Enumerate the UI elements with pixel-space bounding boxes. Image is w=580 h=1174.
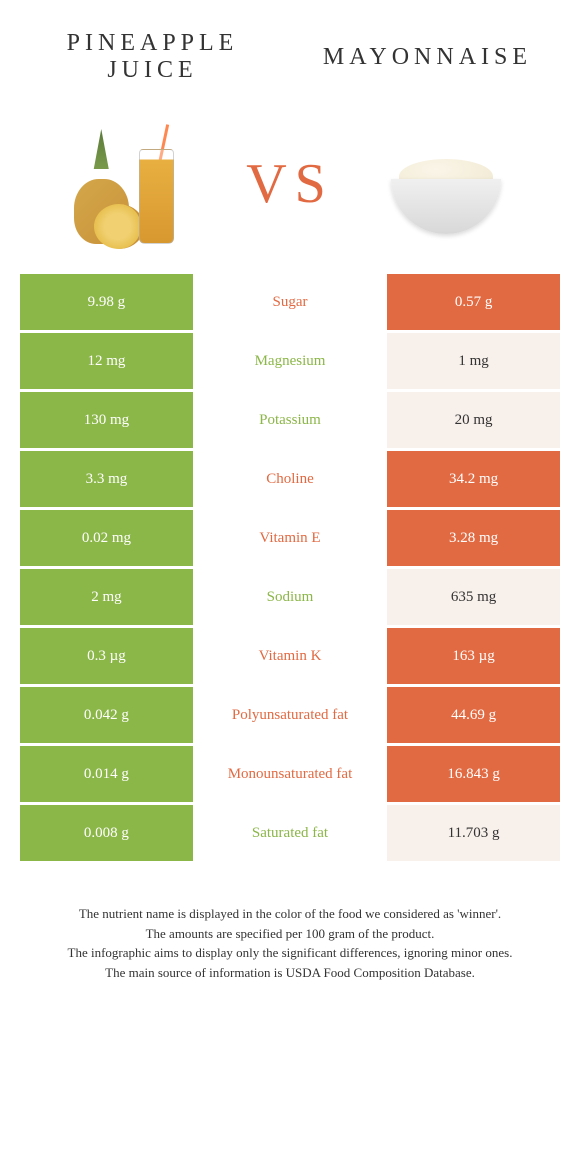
left-value-cell: 0.3 µg bbox=[20, 628, 193, 684]
food2-title: MAYONNAISE bbox=[315, 30, 540, 84]
comparison-table: 9.98 g Sugar 0.57 g 12 mg Magnesium 1 mg 130 m… bbox=[0, 274, 580, 861]
nutrient-name: Monounsaturated fat bbox=[228, 766, 353, 783]
right-value: 1 mg bbox=[458, 353, 488, 370]
left-value: 0.02 mg bbox=[82, 530, 131, 547]
left-value: 0.3 µg bbox=[87, 648, 126, 665]
food2-label: MAYONNAISE bbox=[323, 44, 532, 71]
right-value: 3.28 mg bbox=[449, 530, 498, 547]
left-value-cell: 0.042 g bbox=[20, 687, 193, 743]
right-value: 11.703 g bbox=[448, 825, 500, 842]
pineapple-icon bbox=[74, 124, 194, 244]
table-row: 0.042 g Polyunsaturated fat 44.69 g bbox=[20, 687, 560, 743]
left-value-cell: 0.02 mg bbox=[20, 510, 193, 566]
images-section: VS bbox=[0, 104, 580, 274]
right-value-cell: 1 mg bbox=[387, 333, 560, 389]
right-value: 20 mg bbox=[455, 412, 493, 429]
nutrient-name: Potassium bbox=[259, 412, 321, 429]
left-value-cell: 3.3 mg bbox=[20, 451, 193, 507]
nutrient-name: Saturated fat bbox=[252, 825, 328, 842]
left-value-cell: 2 mg bbox=[20, 569, 193, 625]
left-value-cell: 0.014 g bbox=[20, 746, 193, 802]
left-value: 130 mg bbox=[84, 412, 129, 429]
table-row: 2 mg Sodium 635 mg bbox=[20, 569, 560, 625]
right-value: 0.57 g bbox=[455, 294, 493, 311]
footer-line-1: The nutrient name is displayed in the co… bbox=[30, 904, 550, 924]
nutrient-name: Vitamin E bbox=[259, 530, 320, 547]
nutrient-name: Vitamin K bbox=[259, 648, 322, 665]
mayonnaise-image bbox=[371, 124, 521, 244]
nutrient-name: Sugar bbox=[272, 294, 307, 311]
nutrient-cell: Saturated fat bbox=[193, 805, 387, 861]
table-row: 3.3 mg Choline 34.2 mg bbox=[20, 451, 560, 507]
nutrient-cell: Potassium bbox=[193, 392, 387, 448]
nutrient-name: Magnesium bbox=[255, 353, 326, 370]
right-value-cell: 34.2 mg bbox=[387, 451, 560, 507]
left-value: 0.014 g bbox=[84, 766, 129, 783]
left-value-cell: 130 mg bbox=[20, 392, 193, 448]
footer-notes: The nutrient name is displayed in the co… bbox=[0, 864, 580, 1012]
left-value-cell: 9.98 g bbox=[20, 274, 193, 330]
table-row: 130 mg Potassium 20 mg bbox=[20, 392, 560, 448]
left-value-cell: 0.008 g bbox=[20, 805, 193, 861]
right-value: 44.69 g bbox=[451, 707, 496, 724]
nutrient-cell: Magnesium bbox=[193, 333, 387, 389]
mayo-icon bbox=[381, 134, 511, 234]
right-value-cell: 16.843 g bbox=[387, 746, 560, 802]
footer-line-2: The amounts are specified per 100 gram o… bbox=[30, 924, 550, 944]
vs-label: VS bbox=[246, 152, 334, 216]
footer-line-4: The main source of information is USDA F… bbox=[30, 963, 550, 983]
nutrient-cell: Polyunsaturated fat bbox=[193, 687, 387, 743]
food1-line2: JUICE bbox=[107, 57, 197, 83]
nutrient-name: Sodium bbox=[267, 589, 314, 606]
table-row: 12 mg Magnesium 1 mg bbox=[20, 333, 560, 389]
left-value-cell: 12 mg bbox=[20, 333, 193, 389]
nutrient-cell: Vitamin K bbox=[193, 628, 387, 684]
table-row: 0.02 mg Vitamin E 3.28 mg bbox=[20, 510, 560, 566]
right-value-cell: 3.28 mg bbox=[387, 510, 560, 566]
nutrient-cell: Vitamin E bbox=[193, 510, 387, 566]
nutrient-cell: Choline bbox=[193, 451, 387, 507]
right-value-cell: 635 mg bbox=[387, 569, 560, 625]
right-value-cell: 11.703 g bbox=[387, 805, 560, 861]
right-value-cell: 44.69 g bbox=[387, 687, 560, 743]
left-value: 0.008 g bbox=[84, 825, 129, 842]
nutrient-name: Choline bbox=[266, 471, 314, 488]
table-row: 0.014 g Monounsaturated fat 16.843 g bbox=[20, 746, 560, 802]
right-value-cell: 0.57 g bbox=[387, 274, 560, 330]
pineapple-juice-image bbox=[59, 124, 209, 244]
right-value: 163 µg bbox=[452, 648, 494, 665]
nutrient-cell: Monounsaturated fat bbox=[193, 746, 387, 802]
right-value: 16.843 g bbox=[447, 766, 500, 783]
left-value: 0.042 g bbox=[84, 707, 129, 724]
table-row: 0.008 g Saturated fat 11.703 g bbox=[20, 805, 560, 861]
right-value: 635 mg bbox=[451, 589, 496, 606]
table-row: 0.3 µg Vitamin K 163 µg bbox=[20, 628, 560, 684]
right-value: 34.2 mg bbox=[449, 471, 498, 488]
nutrient-cell: Sodium bbox=[193, 569, 387, 625]
left-value: 12 mg bbox=[87, 353, 125, 370]
table-row: 9.98 g Sugar 0.57 g bbox=[20, 274, 560, 330]
food1-title: PINEAPPLE JUICE bbox=[40, 30, 265, 84]
nutrient-cell: Sugar bbox=[193, 274, 387, 330]
right-value-cell: 20 mg bbox=[387, 392, 560, 448]
right-value-cell: 163 µg bbox=[387, 628, 560, 684]
left-value: 2 mg bbox=[91, 589, 121, 606]
footer-line-3: The infographic aims to display only the… bbox=[30, 943, 550, 963]
nutrient-name: Polyunsaturated fat bbox=[232, 707, 348, 724]
food1-line1: PINEAPPLE bbox=[67, 30, 239, 56]
header-section: PINEAPPLE JUICE MAYONNAISE bbox=[0, 0, 580, 104]
left-value: 9.98 g bbox=[88, 294, 126, 311]
left-value: 3.3 mg bbox=[86, 471, 128, 488]
